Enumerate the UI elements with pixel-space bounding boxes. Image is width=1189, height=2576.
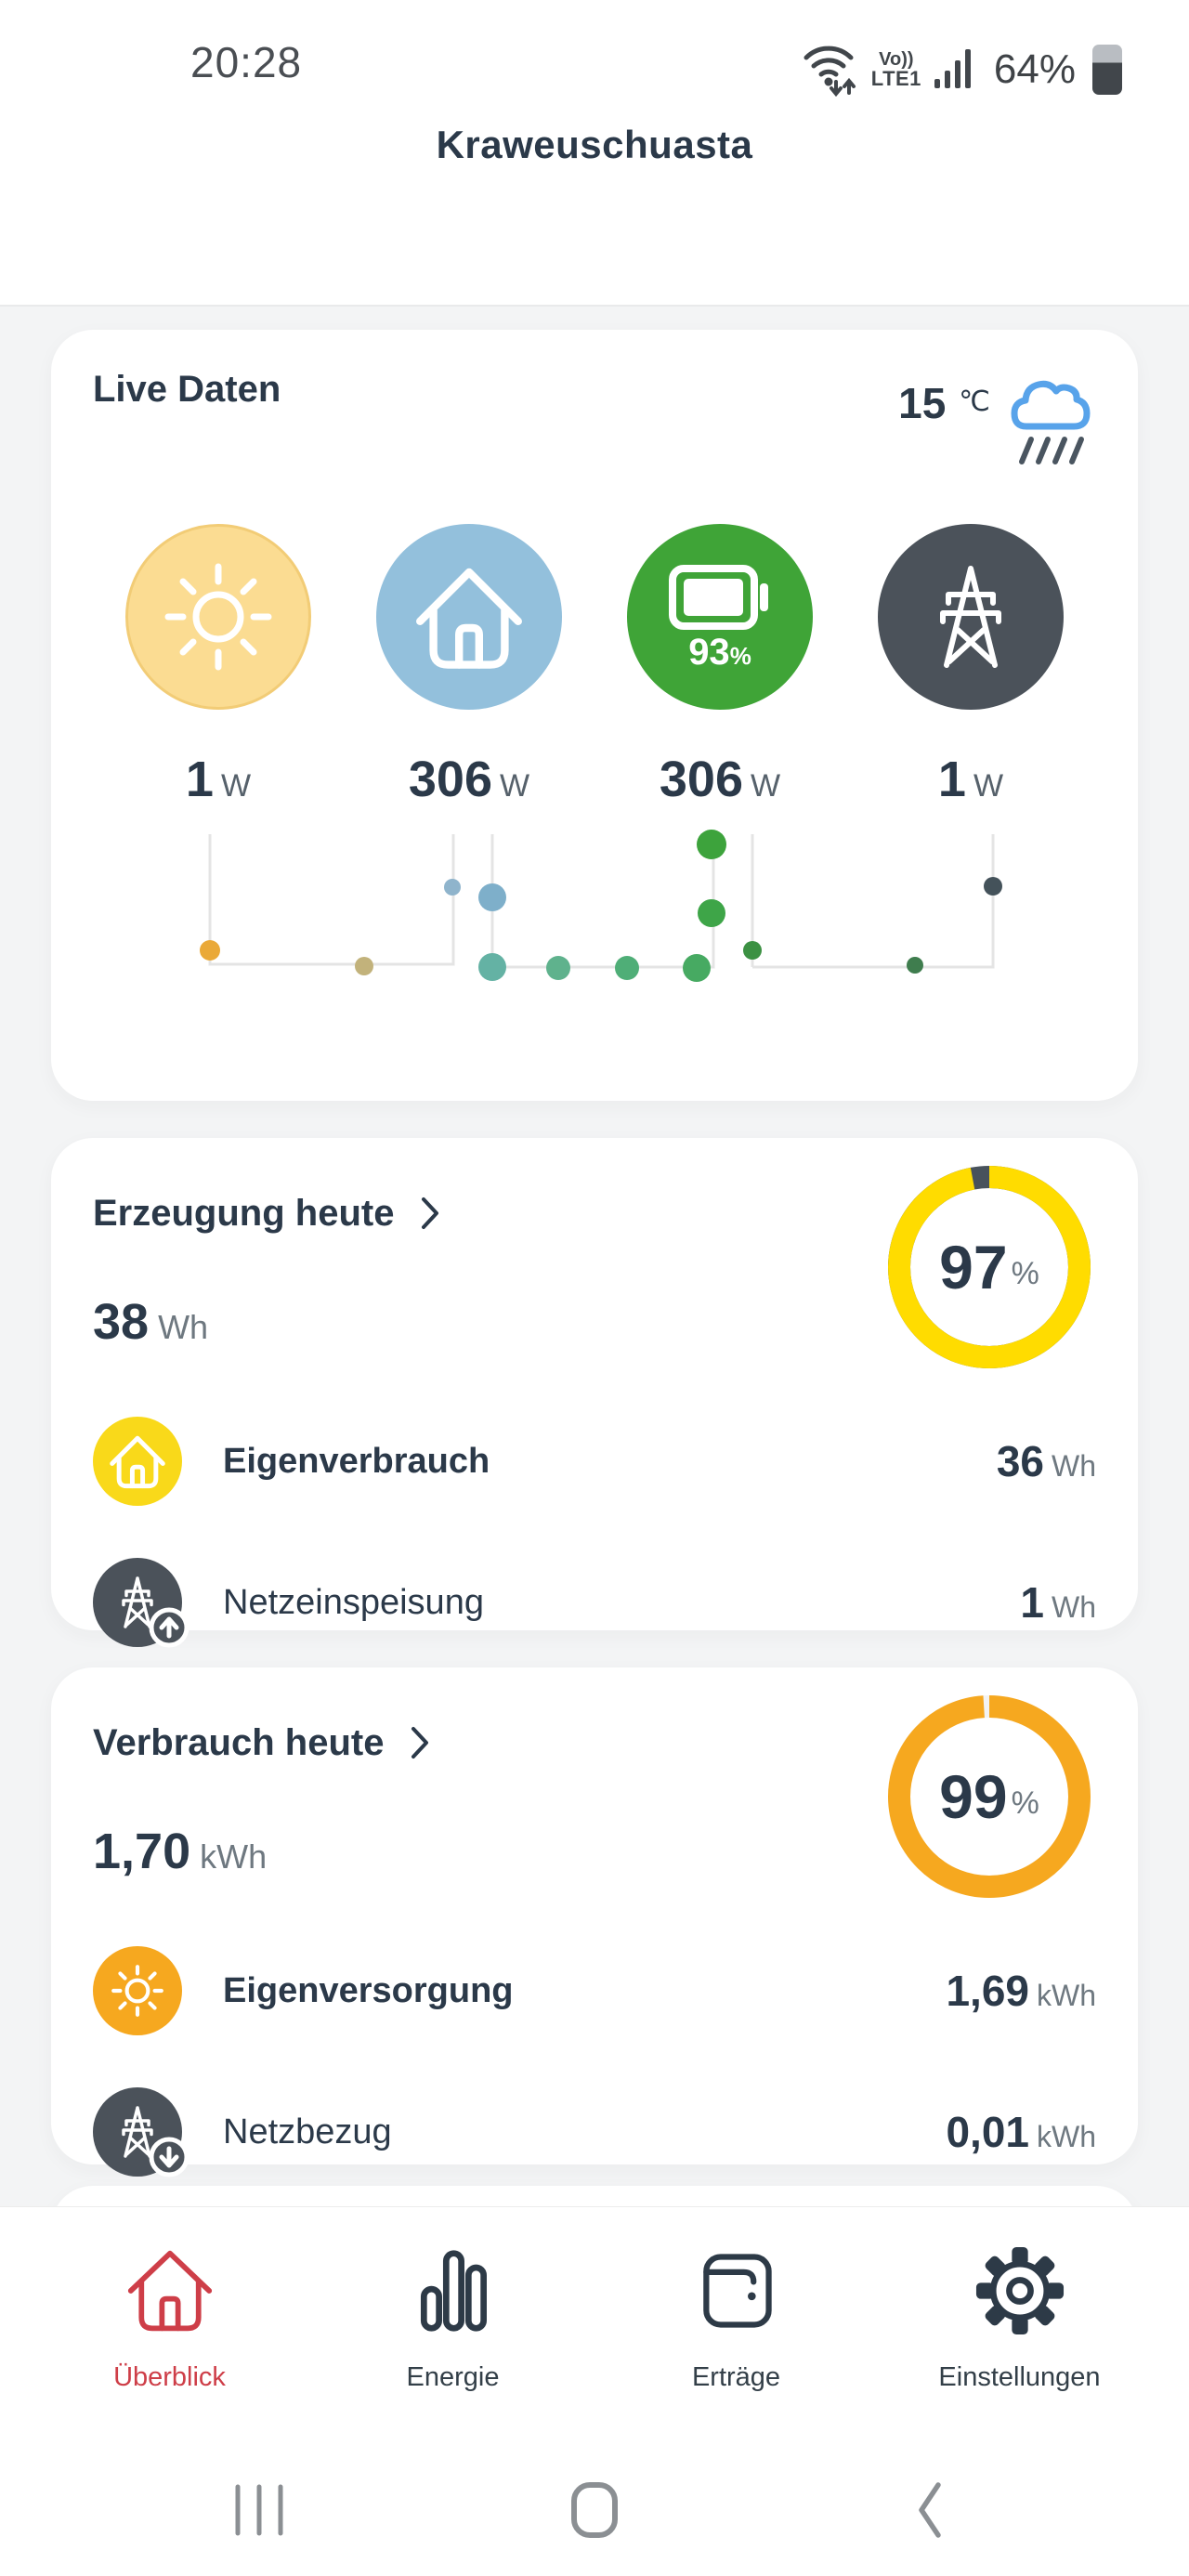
gear-icon [975, 2246, 1065, 2340]
header: 20:28 [0, 0, 1189, 307]
production-total: 38 Wh [93, 1294, 209, 1350]
battery-soc-label: 93% [688, 632, 751, 673]
home-button[interactable] [564, 2479, 625, 2541]
signal-bars-icon [934, 42, 975, 97]
cloud-rain-icon [1003, 369, 1096, 476]
live-card-title: Live Daten [93, 369, 281, 410]
live-data-card: Live Daten 15 ℃ [51, 330, 1138, 1101]
tab-ueberblick[interactable]: Überblick [28, 2246, 311, 2393]
battery-soc-icon: 93% [627, 524, 813, 710]
weather-unit: ℃ [959, 386, 990, 417]
tile-house: 306 W [344, 524, 594, 808]
netzeinspeisung-value: 1 Wh [1020, 1578, 1096, 1627]
battery-power-value: 306 W [659, 752, 781, 807]
house-icon [376, 524, 562, 710]
energy-flow-diagram [93, 823, 1096, 1000]
volte-indicator: Vo)) LTE1 [870, 48, 921, 90]
production-donut: 97 % [882, 1160, 1096, 1374]
bottom-nav: Überblick Energie [0, 2206, 1189, 2443]
sun-icon [125, 524, 311, 710]
next-card-peek [51, 2186, 1138, 2206]
consumption-card: Verbrauch heute 1,70 kWh 9 [51, 1667, 1138, 2177]
wallet-icon [692, 2246, 781, 2340]
status-icons: Vo)) LTE1 64% [801, 37, 1122, 101]
production-card: Erzeugung heute 38 Wh 97 [51, 1138, 1138, 1648]
production-donut-label: 97 % [939, 1233, 1039, 1301]
house-icon [93, 1417, 182, 1506]
sun-icon [93, 1946, 182, 2035]
pylon-down-icon [93, 2087, 189, 2177]
row-eigenverbrauch: Eigenverbrauch 36 Wh [93, 1391, 1096, 1532]
netzbezug-value: 0,01 kWh [946, 2108, 1096, 2156]
android-navigation-bar [0, 2443, 1189, 2576]
battery-percent: 64% [993, 46, 1076, 92]
clock: 20:28 [190, 38, 303, 86]
tile-battery: 93% 306 W [594, 524, 845, 808]
pylon-up-icon [93, 1558, 189, 1648]
arrow-down-badge-icon [149, 2137, 189, 2182]
wifi-icon [801, 37, 858, 101]
recents-button[interactable] [229, 2479, 290, 2541]
house-power-value: 306 W [408, 752, 530, 807]
battery-icon [1092, 44, 1122, 95]
consumption-donut-label: 99 % [939, 1762, 1039, 1831]
content-scroll[interactable]: Live Daten 15 ℃ [0, 307, 1189, 2206]
tab-einstellungen[interactable]: Einstellungen [878, 2246, 1161, 2393]
row-netzbezug: Netzbezug 0,01 kWh [93, 2061, 1096, 2203]
row-eigenversorgung: Eigenversorgung 1,69 kWh [93, 1920, 1096, 2061]
production-card-link[interactable]: Erzeugung heute [93, 1192, 440, 1236]
tab-ertraege[interactable]: Erträge [594, 2246, 878, 2393]
status-bar: 20:28 [0, 0, 1189, 98]
page-title: Kraweuschuasta [436, 123, 753, 166]
chevron-right-icon [420, 1196, 440, 1236]
pylon-icon [878, 524, 1064, 710]
arrow-up-badge-icon [149, 1607, 189, 1653]
weather-temp: 15 [898, 379, 947, 427]
consumption-card-link[interactable]: Verbrauch heute [93, 1721, 430, 1765]
consumption-total: 1,70 kWh [93, 1824, 268, 1879]
eigenverbrauch-value: 36 Wh [996, 1437, 1096, 1485]
chevron-right-icon [410, 1725, 430, 1765]
eigenversorgung-value: 1,69 kWh [946, 1967, 1096, 2015]
home-icon [125, 2246, 215, 2340]
back-button[interactable] [899, 2479, 960, 2541]
weather-widget: 15 ℃ [898, 369, 1096, 476]
bars-icon [409, 2246, 498, 2340]
row-netzeinspeisung: Netzeinspeisung 1 Wh [93, 1532, 1096, 1673]
consumption-donut: 99 % [882, 1690, 1096, 1903]
tab-energie[interactable]: Energie [311, 2246, 594, 2393]
